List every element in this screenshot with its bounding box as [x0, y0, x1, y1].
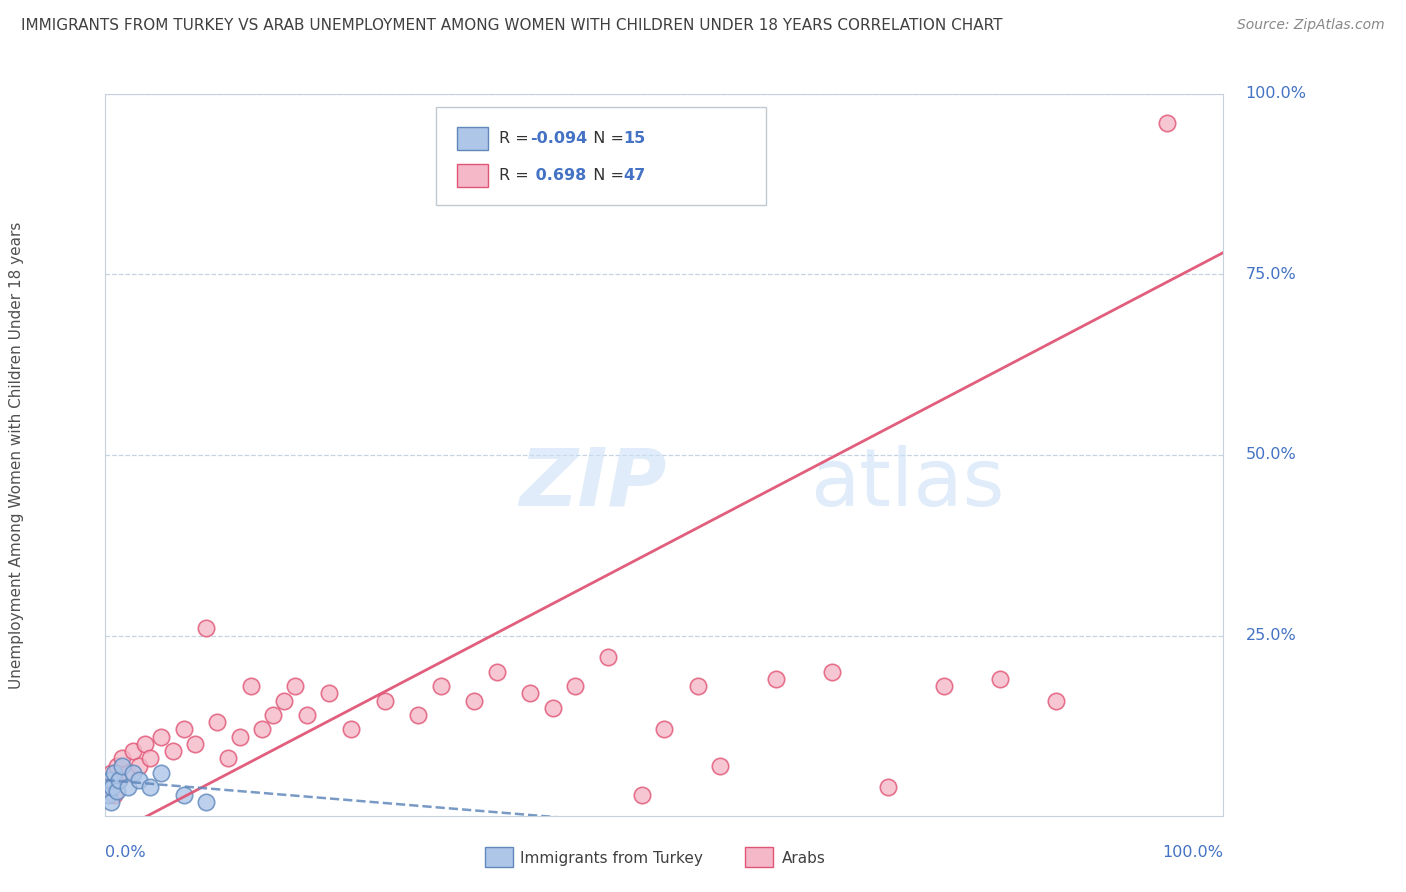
Point: [139, 751, 162, 765]
Point: [228, 730, 250, 744]
Point: [932, 679, 955, 693]
Point: [821, 665, 844, 679]
Point: [117, 780, 139, 795]
Text: Immigrants from Turkey: Immigrants from Turkey: [520, 851, 703, 865]
Point: [100, 795, 122, 809]
Point: [195, 621, 218, 635]
Point: [97, 780, 120, 795]
Text: IMMIGRANTS FROM TURKEY VS ARAB UNEMPLOYMENT AMONG WOMEN WITH CHILDREN UNDER 18 Y: IMMIGRANTS FROM TURKEY VS ARAB UNEMPLOYM…: [21, 18, 1002, 33]
Point: [765, 672, 787, 686]
Point: [250, 723, 273, 737]
Point: [284, 679, 307, 693]
Text: 25.0%: 25.0%: [1246, 628, 1296, 643]
Point: [408, 708, 430, 723]
Text: 15: 15: [623, 131, 645, 145]
Point: [1156, 115, 1178, 129]
Point: [295, 708, 318, 723]
Point: [430, 679, 453, 693]
Point: [128, 772, 150, 788]
Text: R =: R =: [499, 131, 534, 145]
Point: [988, 672, 1011, 686]
Point: [122, 744, 145, 758]
Point: [1045, 693, 1067, 707]
Point: [652, 723, 676, 737]
Point: [105, 758, 128, 772]
Point: [111, 758, 134, 772]
Text: Unemployment Among Women with Children Under 18 years: Unemployment Among Women with Children U…: [8, 221, 24, 689]
Point: [463, 693, 485, 707]
Point: [184, 737, 207, 751]
Point: [139, 780, 162, 795]
Text: 0.0%: 0.0%: [105, 845, 146, 860]
Point: [173, 723, 195, 737]
Point: [97, 788, 120, 802]
Point: [262, 708, 284, 723]
Point: [709, 758, 731, 772]
Point: [103, 788, 125, 802]
Text: 75.0%: 75.0%: [1246, 267, 1296, 282]
Point: [519, 686, 541, 700]
Point: [122, 765, 145, 780]
Text: atlas: atlas: [810, 445, 1004, 523]
Point: [98, 772, 121, 788]
Text: 0.698: 0.698: [530, 169, 586, 183]
Point: [117, 765, 139, 780]
Point: [100, 765, 122, 780]
Point: [101, 780, 124, 795]
Text: 50.0%: 50.0%: [1246, 448, 1296, 462]
Point: [631, 788, 654, 802]
Point: [273, 693, 295, 707]
Text: -0.094: -0.094: [530, 131, 588, 145]
Point: [340, 723, 363, 737]
Text: ZIP: ZIP: [519, 445, 666, 523]
Point: [108, 772, 131, 788]
Text: 100.0%: 100.0%: [1246, 87, 1306, 101]
Point: [150, 730, 173, 744]
Point: [686, 679, 709, 693]
Point: [239, 679, 262, 693]
Point: [105, 784, 128, 798]
Point: [541, 701, 564, 715]
Point: [877, 780, 900, 795]
Point: [205, 715, 228, 730]
Point: [173, 788, 195, 802]
Point: [564, 679, 586, 693]
Point: [134, 737, 156, 751]
Text: Arabs: Arabs: [782, 851, 825, 865]
Text: 100.0%: 100.0%: [1163, 845, 1223, 860]
Point: [318, 686, 340, 700]
Text: Source: ZipAtlas.com: Source: ZipAtlas.com: [1237, 18, 1385, 32]
Point: [162, 744, 184, 758]
Text: R =: R =: [499, 169, 534, 183]
Point: [374, 693, 396, 707]
Point: [217, 751, 239, 765]
Text: 47: 47: [623, 169, 645, 183]
Point: [103, 765, 125, 780]
Point: [108, 772, 131, 788]
Point: [111, 751, 134, 765]
Point: [150, 765, 173, 780]
Point: [598, 650, 620, 665]
Point: [128, 758, 150, 772]
Point: [195, 795, 218, 809]
Text: N =: N =: [583, 131, 630, 145]
Text: N =: N =: [583, 169, 630, 183]
Point: [485, 665, 508, 679]
